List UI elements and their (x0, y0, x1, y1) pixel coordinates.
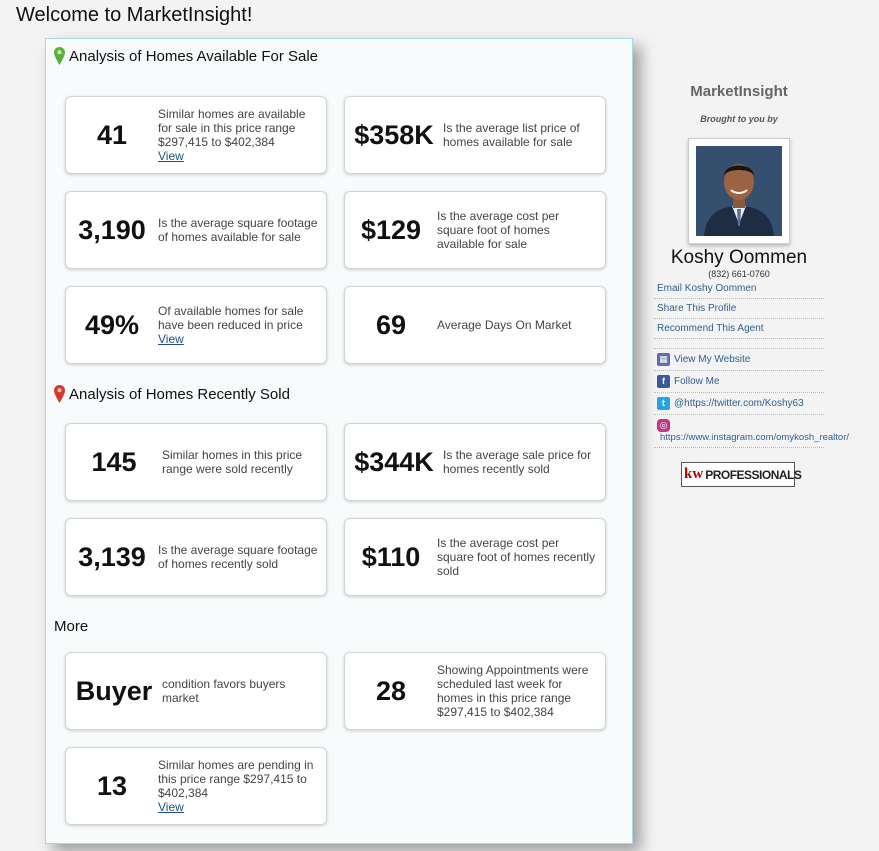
stat-description: Similar homes in this price range were s… (162, 448, 303, 476)
stat-card-showing-appointments: 28 Showing Appointments were scheduled l… (344, 652, 606, 730)
stat-card-average-sqft-for-sale: 3,190 Is the average square footage of h… (65, 191, 327, 269)
stat-card-market-condition: Buyer condition favors buyers market (65, 652, 327, 730)
stat-card-days-on-market: 69 Average Days On Market (344, 286, 606, 364)
stat-value: 28 (375, 675, 407, 706)
red-map-pin-icon (54, 385, 65, 403)
recommend-agent-link[interactable]: Recommend This Agent (654, 319, 824, 339)
stat-value: 145 (91, 446, 137, 477)
instagram-icon: ◎ (657, 419, 670, 432)
view-similar-for-sale-link[interactable]: View (158, 149, 184, 163)
agent-photo (696, 146, 782, 236)
email-agent-label: Email Koshy Oommen (657, 283, 757, 294)
brought-to-you-by: Brought to you by (700, 114, 778, 124)
keller-williams-logo: kw PROFESSIONALS (681, 462, 802, 487)
stat-value: 41 (96, 119, 128, 150)
view-pending-homes-link[interactable]: View (158, 800, 184, 814)
share-profile-label: Share This Profile (657, 303, 737, 314)
stat-value: 3,190 (78, 214, 146, 245)
agent-phone: (832) 661-0760 (708, 269, 770, 279)
stat-value: 69 (375, 309, 407, 340)
email-agent-link[interactable]: Email Koshy Oommen (654, 279, 824, 299)
page-title: Welcome to MarketInsight! (16, 4, 253, 26)
website-icon: ▦ (657, 353, 670, 366)
share-profile-link[interactable]: Share This Profile (654, 299, 824, 319)
stat-value: 3,139 (78, 541, 146, 572)
for-sale-section-header: Analysis of Homes Available For Sale (54, 47, 318, 65)
stat-card-similar-for-sale: 41 Similar homes are available for sale … (65, 96, 327, 174)
agent-name: Koshy Oommen (670, 247, 808, 268)
twitter-label: @https://twitter.com/Koshy63 (674, 398, 804, 409)
twitter-icon: t (657, 397, 670, 410)
stat-value: $129 (360, 214, 422, 245)
sold-section-header: Analysis of Homes Recently Sold (54, 385, 290, 403)
stat-description: Similar homes are available for sale in … (158, 107, 306, 149)
stat-card-homes-sold: 145 Similar homes in this price range we… (65, 423, 327, 501)
sidebar-divider (654, 339, 824, 349)
stat-card-average-sqft-sold: 3,139 Is the average square footage of h… (65, 518, 327, 596)
sold-section-title: Analysis of Homes Recently Sold (69, 385, 290, 403)
stat-value: 13 (96, 770, 128, 801)
stat-value: 49% (84, 309, 140, 340)
stat-description: Average Days On Market (437, 318, 572, 332)
kw-logo-text: PROFESSIONALS (705, 467, 802, 482)
view-price-reduced-link[interactable]: View (158, 332, 184, 346)
stat-value: Buyer (75, 675, 153, 706)
stat-card-average-list-price: $358K Is the average list price of homes… (344, 96, 606, 174)
stat-value: $110 (361, 541, 421, 572)
green-map-pin-icon (54, 47, 65, 65)
stat-description: Showing Appointments were scheduled last… (437, 663, 589, 719)
kw-logo-mark: kw (684, 466, 704, 482)
facebook-follow-label: Follow Me (674, 376, 720, 387)
stat-description: condition favors buyers market (162, 677, 286, 705)
twitter-link[interactable]: t @https://twitter.com/Koshy63 (654, 393, 824, 415)
for-sale-section-title: Analysis of Homes Available For Sale (69, 47, 319, 65)
stat-card-pending-homes: 13 Similar homes are pending in this pri… (65, 747, 327, 825)
stat-description: Is the average square footage of homes r… (158, 543, 318, 571)
agent-photo-frame (688, 138, 790, 244)
stat-description: Similar homes are pending in this price … (158, 758, 314, 800)
agent-sidebar: MarketInsight Brought to you by Koshy Oo… (654, 80, 849, 487)
instagram-link[interactable]: ◎ https://www.instagram.com/omykosh_real… (654, 415, 849, 448)
more-section-title: More (54, 618, 89, 635)
stat-value: $358K (354, 119, 434, 150)
view-website-link[interactable]: ▦ View My Website (654, 349, 824, 371)
stat-card-average-sale-price: $344K Is the average sale price for home… (344, 423, 606, 501)
facebook-follow-link[interactable]: f Follow Me (654, 371, 824, 393)
stat-description: Is the average square footage of homes a… (158, 216, 318, 244)
facebook-icon: f (657, 375, 670, 388)
stat-card-cost-per-sqft-sold: $110 Is the average cost per square foot… (344, 518, 606, 596)
stat-description: Is the average sale price for homes rece… (443, 448, 592, 476)
brand-name: MarketInsight (690, 83, 788, 100)
stat-card-cost-per-sqft-for-sale: $129 Is the average cost per square foot… (344, 191, 606, 269)
instagram-label: https://www.instagram.com/omykosh_realto… (660, 432, 850, 443)
view-website-label: View My Website (674, 354, 751, 365)
stat-description: Is the average cost per square foot of h… (437, 209, 560, 251)
stat-description: Of available homes for sale have been re… (158, 304, 304, 332)
analysis-panel: Analysis of Homes Available For Sale 41 … (45, 38, 633, 844)
stat-card-price-reduced: 49% Of available homes for sale have bee… (65, 286, 327, 364)
recommend-agent-label: Recommend This Agent (657, 323, 764, 334)
stat-description: Is the average list price of homes avail… (443, 121, 580, 149)
stat-value: $344K (354, 446, 434, 477)
stat-description: Is the average cost per square foot of h… (437, 536, 596, 578)
